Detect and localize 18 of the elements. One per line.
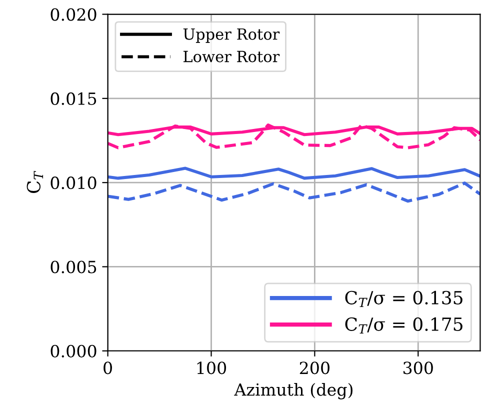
x-tick-label: 100 [197,362,226,374]
y-tick-label: 0.005 [50,260,96,274]
y-tick-label: 0.020 [50,8,96,21]
y-axis-title: C$_{T}$ [26,170,44,194]
x-tick-label: 300 [404,362,433,374]
line-series [108,123,480,150]
line-series [108,182,480,203]
legend-label: Upper Rotor [183,28,280,43]
y-tick-label: 0.015 [50,92,96,105]
legend-label: C$_{T}$/σ = 0.135 [345,290,462,308]
x-tick-label: 0 [104,362,112,374]
legend-label: C$_{T}$/σ = 0.175 [345,317,462,334]
y-tick-label: 0.010 [50,176,96,190]
legend-label: Lower Rotor [184,50,280,62]
y-tick-label: 0.000 [50,344,96,358]
x-tick-label: 200 [300,362,330,374]
x-axis-title: Azimuth (deg) [234,382,352,400]
line-series [108,166,480,180]
